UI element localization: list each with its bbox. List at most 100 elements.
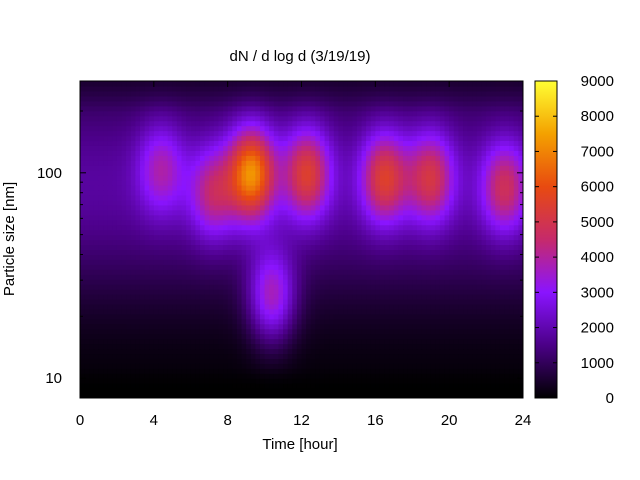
heatmap-cell [186,298,192,305]
heatmap-cell [144,323,150,330]
heatmap-cell [458,293,464,300]
heatmap-cell [103,313,109,320]
heatmap-cell [329,279,335,285]
heatmap-cell [287,229,293,236]
heatmap-cell [476,259,483,265]
heatmap-cell [338,185,344,191]
heatmap-cell [163,373,169,379]
heatmap-cell [426,383,432,389]
heatmap-cell [504,393,510,398]
heatmap-cell [158,269,164,275]
heatmap-cell [481,333,487,340]
heatmap-cell [112,293,118,300]
heatmap-cell [227,368,233,374]
heatmap-cell [218,224,224,231]
heatmap-cell [135,204,141,211]
heatmap-cell [283,289,289,295]
heatmap-cell [246,180,252,186]
heatmap-cell [121,393,127,398]
heatmap-cell [495,194,501,201]
heatmap-cell [398,313,404,320]
heatmap-cell [306,254,312,260]
heatmap-cell [324,175,330,181]
heatmap-cell [301,254,307,260]
heatmap-cell [292,289,298,295]
heatmap-cell [495,175,501,181]
heatmap-cell [84,249,90,255]
heatmap-cell [403,140,409,146]
heatmap-cell [107,259,113,265]
heatmap-cell [186,353,192,359]
heatmap-cell [476,363,483,369]
heatmap-cell [421,229,427,236]
heatmap-cell [352,194,358,201]
heatmap-cell [149,199,155,206]
heatmap-cell [139,328,146,335]
heatmap-cell [126,333,132,340]
heatmap-cell [366,358,372,364]
heatmap-cell [227,323,233,330]
heatmap-cell [107,289,113,295]
heatmap-cell [116,279,123,285]
heatmap-cell [301,175,307,181]
heatmap-cell [319,353,326,359]
heatmap-cell [495,140,501,146]
heatmap-cell [439,150,446,156]
heatmap-cell [158,180,164,186]
heatmap-cell [518,175,523,181]
heatmap-cell [259,254,266,260]
heatmap-cell [89,308,95,315]
heatmap-cell [89,145,95,151]
heatmap-cell [190,298,196,305]
heatmap-cell [375,185,381,191]
heatmap-cell [287,284,293,290]
heatmap-cell [430,150,436,156]
heatmap-cell [421,155,427,161]
heatmap-cell [499,284,506,290]
heatmap-cell [430,254,436,260]
heatmap-cell [172,224,178,231]
heatmap-cell [287,234,293,241]
heatmap-cell [384,289,390,295]
heatmap-cell [186,244,192,250]
heatmap-cell [227,388,233,394]
heatmap-cell [439,155,446,161]
heatmap-cell [218,219,224,226]
heatmap-cell [329,224,335,231]
heatmap-cell [84,393,90,398]
heatmap-cell [481,368,487,374]
heatmap-cell [116,269,123,275]
heatmap-cell [486,209,492,216]
heatmap-cell [329,308,335,315]
heatmap-cell [310,298,316,305]
heatmap-cell [343,249,349,255]
heatmap-cell [89,229,95,236]
heatmap-cell [255,289,261,295]
heatmap-cell [398,219,404,226]
heatmap-cell [453,175,459,181]
heatmap-cell [421,194,427,201]
heatmap-cell [495,239,501,246]
heatmap-cell [476,274,483,280]
heatmap-cell [287,388,293,394]
heatmap-cell [481,224,487,231]
heatmap-cell [255,284,261,290]
heatmap-cell [430,383,436,389]
heatmap-cell [476,373,483,379]
heatmap-cell [116,293,123,300]
heatmap-cell [444,209,450,216]
heatmap-cell [333,269,340,275]
heatmap-cell [329,363,335,369]
heatmap-cell [352,249,358,255]
heatmap-cell [421,274,427,280]
heatmap-cell [384,348,390,355]
heatmap-cell [255,239,261,246]
heatmap-cell [149,303,155,310]
heatmap-cell [430,328,436,335]
heatmap-cell [103,254,109,260]
heatmap-cell [172,180,178,186]
heatmap-cell [389,373,395,379]
heatmap-cell [130,140,136,146]
heatmap-cell [176,165,183,171]
heatmap-cell [139,160,146,166]
